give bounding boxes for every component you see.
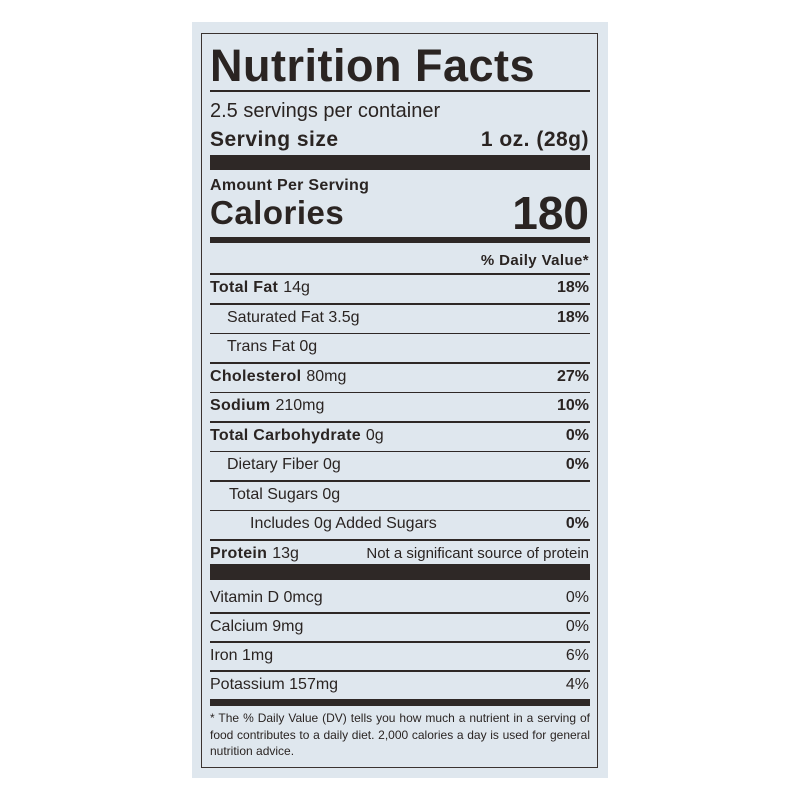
nutrient-daily-value: 18%	[556, 308, 589, 326]
nutrient-row: Includes 0g Added Sugars	[250, 515, 437, 533]
daily-value-header: % Daily Value*	[480, 252, 589, 269]
divider	[210, 641, 590, 643]
vitamin-daily-value: 6%	[565, 647, 589, 664]
nutrition-facts-border	[201, 33, 598, 768]
nutrient-row: Sodium 210mg	[210, 397, 324, 415]
vitamin-name: Potassium 157mg	[210, 676, 339, 693]
nutrient-amount: 14g	[283, 279, 310, 296]
nutrient-row: Dietary Fiber 0g	[227, 456, 341, 474]
footnote: * The % Daily Value (DV) tells you how m…	[210, 711, 590, 758]
divider	[210, 391, 590, 393]
divider	[210, 509, 590, 511]
nutrient-daily-value: 0%	[565, 456, 589, 473]
nutrient-name: Dietary Fiber 0g	[227, 456, 341, 473]
divider	[210, 332, 590, 334]
vitamin-name: Iron 1mg	[210, 647, 274, 664]
nutrient-amount: 80mg	[306, 367, 347, 385]
nutrient-daily-value: 10%	[556, 397, 589, 414]
nutrient-amount: 0g	[365, 426, 384, 444]
nutrient-amount: 210mg	[275, 397, 325, 414]
divider	[210, 362, 590, 364]
vitamin-name: Calcium 9mg	[210, 618, 304, 635]
vitamin-name: Vitamin D 0mcg	[210, 589, 323, 606]
serving-size-value: 1 oz. (28g)	[480, 128, 589, 151]
thick-divider	[210, 564, 590, 580]
calories-label: Calories	[210, 194, 345, 231]
nutrient-name: Protein	[210, 544, 268, 562]
nutrient-row: Trans Fat 0g	[227, 338, 317, 356]
nutrient-name: Includes 0g Added Sugars	[250, 515, 437, 532]
nutrient-row: Total Sugars 0g	[229, 486, 340, 504]
medium-divider	[210, 237, 590, 243]
nutrient-daily-value: 0%	[565, 426, 589, 444]
divider	[210, 480, 590, 482]
nutrient-daily-value: 18%	[556, 279, 589, 296]
vitamin-daily-value: 0%	[565, 589, 589, 606]
divider	[210, 90, 590, 92]
serving-size-label: Serving size	[210, 128, 339, 151]
divider	[210, 612, 590, 614]
nutrient-daily-value: 0%	[565, 515, 589, 532]
calories-value: 180	[512, 187, 589, 239]
label-background	[192, 22, 608, 778]
nutrient-name: Sodium	[210, 397, 271, 414]
nutrient-name: Total Carbohydrate	[210, 426, 361, 444]
nutrient-amount: 13g	[272, 544, 299, 562]
nutrient-row: Total Fat 14g	[210, 279, 310, 297]
nutrient-name: Saturated Fat 3.5g	[227, 308, 360, 326]
divider	[210, 421, 590, 423]
divider	[210, 670, 590, 672]
divider	[210, 450, 590, 452]
nutrient-name: Total Fat	[210, 279, 279, 296]
divider	[210, 539, 590, 541]
vitamin-daily-value: 0%	[565, 618, 589, 635]
nutrient-daily-value: Not a significant source of protein	[366, 544, 589, 562]
nutrient-daily-value: 27%	[556, 367, 589, 385]
vitamin-daily-value: 4%	[565, 676, 589, 693]
nutrient-row: Saturated Fat 3.5g	[227, 309, 360, 327]
divider	[210, 303, 590, 305]
amount-per-serving: Amount Per Serving	[210, 177, 370, 194]
thick-divider	[210, 155, 590, 170]
nutrient-row: Total Carbohydrate 0g	[210, 427, 384, 445]
nutrient-name: Cholesterol	[210, 367, 302, 385]
nutrient-name: Trans Fat 0g	[227, 338, 318, 355]
label-title: Nutrition Facts	[210, 40, 536, 91]
nutrient-name: Total Sugars 0g	[229, 485, 341, 503]
nutrient-row: Protein 13g	[210, 545, 299, 563]
servings-per-container: 2.5 servings per container	[210, 100, 441, 122]
nutrient-row: Cholesterol 80mg	[210, 368, 346, 386]
divider	[210, 273, 590, 275]
medium-divider	[210, 699, 590, 706]
